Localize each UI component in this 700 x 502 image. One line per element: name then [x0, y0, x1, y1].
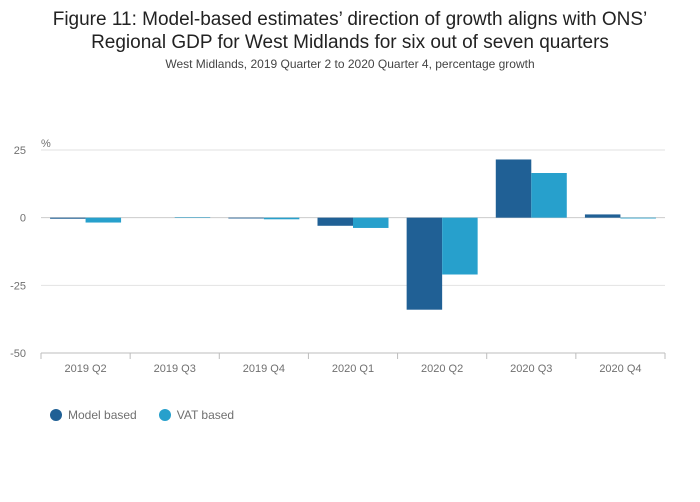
bar-vat-based	[531, 173, 567, 218]
legend-label-vat: VAT based	[176, 408, 235, 422]
bar-model-based	[228, 217, 264, 219]
chart-subtitle: West Midlands, 2019 Quarter 2 to 2020 Qu…	[165, 57, 535, 71]
x-tick-label: 2019 Q2	[64, 363, 106, 375]
bar-vat-based	[174, 217, 211, 218]
bar-vat-based	[353, 217, 389, 228]
y-tick-label: -25	[10, 280, 26, 292]
bar-vat-based	[85, 217, 122, 223]
bar-model-based	[495, 159, 532, 218]
x-tick-label: 2019 Q4	[243, 363, 285, 375]
bar-model-based	[406, 217, 443, 310]
bar-model-based	[50, 217, 86, 219]
x-tick-label: 2020 Q3	[510, 363, 552, 375]
bar-vat-based	[620, 217, 656, 219]
y-tick-label: 0	[20, 213, 26, 225]
chart-title-line-1: Figure 11: Model-based estimates’ direct…	[52, 9, 648, 30]
x-tick-label: 2020 Q2	[421, 363, 463, 375]
x-tick-label: 2019 Q3	[154, 363, 196, 375]
bar-model-based	[584, 214, 621, 218]
y-tick-label: -50	[10, 348, 26, 360]
legend-swatch-vat	[158, 409, 171, 421]
bar-vat-based	[263, 217, 300, 220]
bar-model-based	[317, 217, 353, 226]
y-tick-label: 25	[14, 145, 26, 157]
x-tick-label: 2020 Q4	[599, 363, 641, 375]
y-axis-unit: %	[41, 138, 51, 150]
bar-vat-based	[442, 217, 478, 275]
legend-item-model[interactable]: Model based	[50, 408, 137, 422]
legend: Model based VAT based	[50, 408, 234, 422]
chart-title: Figure 11: Model-based estimates’ direct…	[0, 8, 700, 54]
chart-title-line-2: Regional GDP for West Midlands for six o…	[91, 32, 609, 53]
legend-swatch-model	[50, 409, 62, 421]
x-tick-label: 2020 Q1	[332, 363, 374, 375]
legend-item-vat[interactable]: VAT based	[158, 408, 235, 422]
legend-label-model: Model based	[68, 408, 137, 422]
